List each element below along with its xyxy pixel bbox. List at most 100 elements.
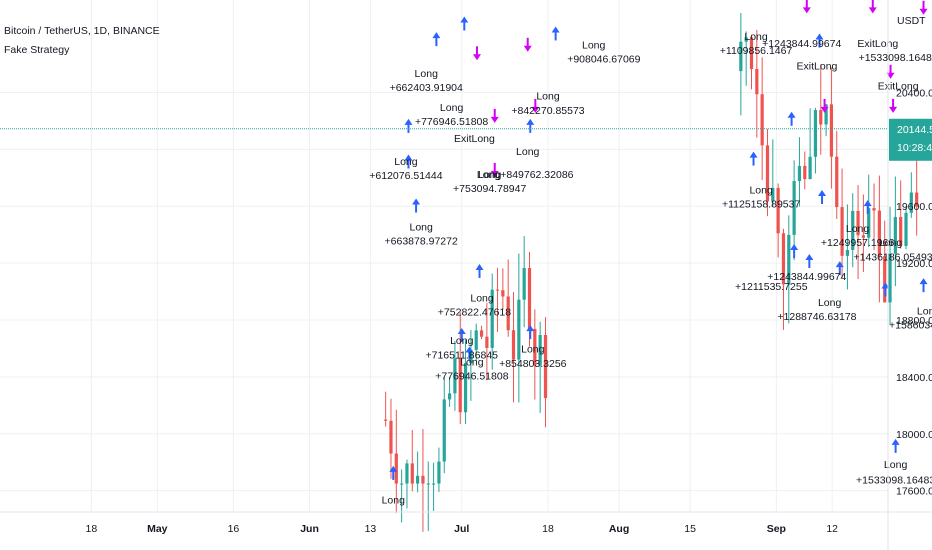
candle — [744, 31, 748, 86]
candle — [416, 451, 420, 493]
y-tick-label: 20400.00 — [896, 87, 932, 99]
trade-label: +1211535.7255 — [735, 281, 808, 293]
candle — [840, 168, 844, 278]
trade-label: +1109856.1467 — [720, 45, 793, 57]
x-tick-label: Aug — [609, 523, 629, 535]
trade-label: Long — [460, 357, 484, 369]
candle — [872, 183, 876, 251]
long-entry-arrow — [805, 254, 814, 268]
candle — [888, 206, 892, 325]
trade-label: Long — [450, 335, 474, 347]
exit-arrow — [472, 46, 481, 61]
long-entry-arrow — [551, 26, 560, 41]
trade-label: +1243844.99674 — [767, 271, 846, 283]
trade-label: Long — [382, 494, 406, 506]
long-entry-arrow — [749, 151, 758, 166]
long-entry-arrow — [818, 190, 827, 204]
trade-label: +753094.78947 — [453, 183, 526, 195]
candle — [479, 325, 484, 340]
candle — [517, 253, 521, 403]
long-entry-arrow — [389, 465, 398, 480]
x-tick-label: 18 — [85, 523, 97, 535]
candle — [819, 64, 823, 155]
candle — [776, 183, 780, 258]
trade-label: +1533098.16483 — [859, 52, 932, 64]
symbol-title[interactable]: Bitcoin / TetherUS, 1D, BINANCE — [4, 25, 160, 37]
candle — [792, 160, 796, 261]
trade-label: Long — [744, 31, 768, 43]
grid-lines — [0, 0, 888, 512]
x-tick-label: 18 — [542, 523, 554, 535]
candle — [813, 107, 818, 174]
candle — [490, 273, 494, 370]
bar-countdown: 10:28:46 — [897, 142, 932, 154]
trade-label: ExitLong — [857, 38, 898, 50]
candle — [437, 447, 441, 493]
trade-label: +716511.86845 — [426, 349, 499, 361]
candle — [400, 469, 404, 523]
candle — [410, 429, 414, 492]
strategy-name[interactable]: Fake Strategy — [4, 44, 70, 56]
trade-label: +776946.51808 — [415, 116, 488, 128]
y-tick-label: 18000.00 — [896, 429, 932, 441]
current-price-value: 20144.53 — [897, 124, 932, 136]
candle — [384, 391, 388, 427]
trade-label: Long — [521, 344, 545, 356]
long-entry-arrow — [475, 263, 484, 278]
trade-label: Long — [582, 39, 606, 51]
long-entry-arrow — [835, 261, 844, 276]
exit-arrow — [802, 0, 811, 14]
trade-label: +842270.85573 — [511, 105, 584, 117]
trade-label: +1533098.16483 — [856, 475, 932, 487]
candle — [739, 13, 743, 116]
candle — [808, 108, 812, 180]
long-entry-arrow — [404, 154, 413, 169]
trade-annotations: Long Long +612076.51444 Long +663878.97272 Lo… — [369, 31, 932, 507]
x-tick-label: 16 — [228, 523, 240, 535]
signal-arrows — [389, 0, 928, 480]
exit-arrow — [523, 37, 532, 52]
candle — [829, 67, 834, 189]
trade-label: +1125158.89537 — [722, 199, 801, 211]
trade-label: +1243844.99674 — [762, 38, 841, 50]
long-entry-arrow — [432, 32, 441, 47]
trade-label: Long+849762.32086 — [477, 169, 574, 181]
long-entry-arrow — [412, 198, 421, 213]
exit-arrow — [868, 0, 877, 14]
long-entry-arrow — [919, 278, 928, 293]
long-entry-arrow — [404, 118, 413, 133]
x-tick-label: 13 — [365, 523, 377, 535]
x-tick-label: May — [147, 523, 168, 535]
candle — [431, 462, 436, 511]
long-entry-arrow — [457, 327, 466, 342]
candle — [781, 228, 786, 330]
chart-legend: Bitcoin / TetherUS, 1D, BINANCE Fake Str… — [4, 22, 160, 60]
candle — [533, 309, 537, 400]
candle — [501, 268, 505, 310]
long-entry-arrow — [526, 325, 535, 340]
exit-arrow — [889, 98, 898, 113]
trade-label: +1436186.05493 — [854, 251, 932, 263]
candle — [538, 321, 542, 413]
candle — [861, 194, 865, 272]
candle — [856, 185, 860, 280]
candle — [797, 137, 802, 207]
candle — [899, 180, 903, 249]
candle — [447, 376, 452, 408]
x-tick-label: 12 — [826, 523, 838, 535]
candle — [389, 398, 393, 479]
trade-label: +1249957.1966 — [821, 237, 894, 249]
trade-label: Long — [818, 297, 842, 309]
x-tick-label: 15 — [684, 523, 696, 535]
y-tick-label: 19200.00 — [896, 258, 932, 270]
candle — [755, 29, 759, 138]
trade-label: Long — [846, 223, 870, 235]
candle — [442, 377, 446, 474]
x-tick-label: Jun — [300, 523, 319, 535]
candle — [877, 175, 881, 303]
candle — [426, 461, 430, 532]
candle — [469, 329, 473, 401]
